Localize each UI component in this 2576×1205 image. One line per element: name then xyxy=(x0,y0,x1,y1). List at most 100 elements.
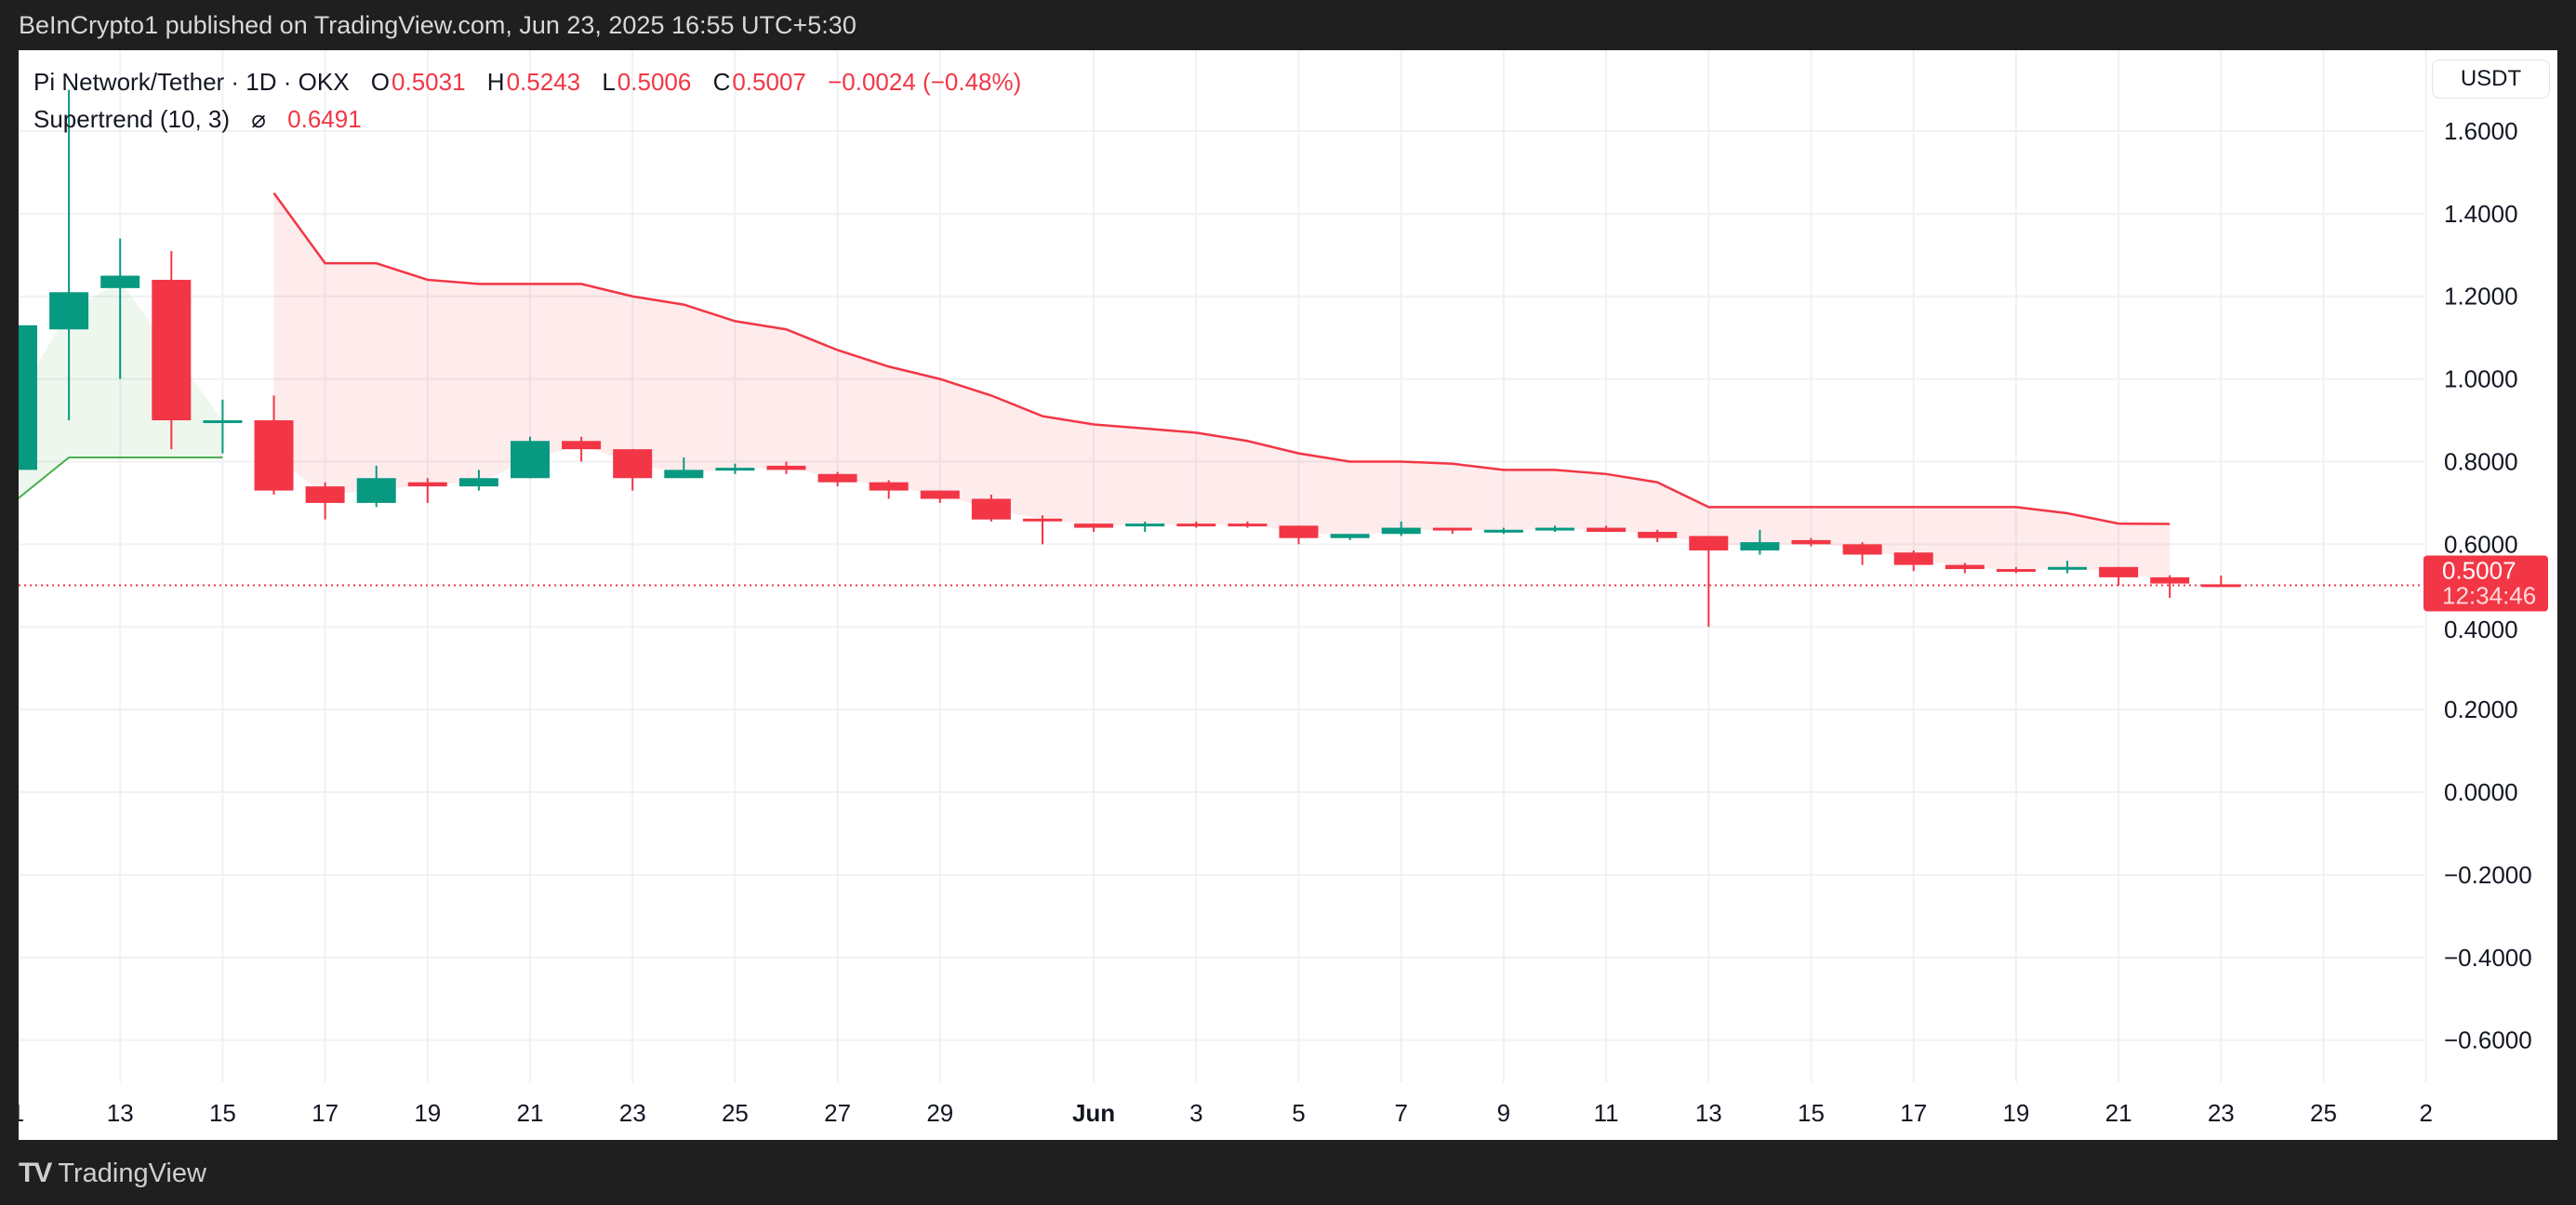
close-value: 0.5007 xyxy=(732,68,806,96)
candle-body[interactable] xyxy=(1330,534,1370,538)
candle-body[interactable] xyxy=(1842,544,1882,555)
x-tick-label: 21 xyxy=(517,1099,544,1127)
low-label: L xyxy=(602,68,616,96)
candle-body[interactable] xyxy=(254,420,294,491)
candle-body[interactable] xyxy=(305,486,345,503)
x-tick-label: 21 xyxy=(2105,1099,2132,1127)
candle-body[interactable] xyxy=(458,478,498,487)
y-tick-label: 0.0000 xyxy=(2444,778,2518,806)
indicator-value: 0.6491 xyxy=(287,105,362,133)
y-tick-label: −0.2000 xyxy=(2444,861,2532,889)
candle-body[interactable] xyxy=(1432,527,1472,531)
y-tick-label: 0.4000 xyxy=(2444,616,2518,643)
x-tick-label: 17 xyxy=(312,1099,339,1127)
candle-body[interactable] xyxy=(1893,552,1933,565)
close-label: C xyxy=(712,68,731,96)
hidden-eye-icon[interactable]: ⌀ xyxy=(251,105,266,133)
candle-body[interactable] xyxy=(1023,518,1062,522)
tradingview-logo-icon: TV xyxy=(19,1158,52,1188)
x-tick-label: 1 xyxy=(19,1099,24,1127)
candle-body[interactable] xyxy=(203,420,243,424)
open-label: O xyxy=(370,68,391,96)
candle-body[interactable] xyxy=(971,498,1011,520)
last-price-label: 0.5007 xyxy=(2442,556,2516,584)
currency-button[interactable]: USDT xyxy=(2432,60,2550,99)
candle-body[interactable] xyxy=(715,468,755,471)
candle-body[interactable] xyxy=(2201,584,2241,588)
candle-body[interactable] xyxy=(2099,566,2139,577)
y-tick-label: 0.2000 xyxy=(2444,695,2518,723)
x-tick-label: 23 xyxy=(2208,1099,2235,1127)
candle-body[interactable] xyxy=(1074,523,1114,528)
open-value: 0.5031 xyxy=(392,68,466,96)
candle-body[interactable] xyxy=(1176,523,1216,527)
x-tick-label: 7 xyxy=(1394,1099,1407,1127)
candle-body[interactable] xyxy=(19,324,37,470)
x-tick-label: 5 xyxy=(1292,1099,1305,1127)
symbol-title[interactable]: Pi Network/Tether · 1D · OKX xyxy=(33,68,350,96)
chart-panel[interactable]: 1.6000 1.4000 1.2000 1.0000 0.8000 0.6000 0.40… xyxy=(19,50,2557,1140)
x-tick-label: 15 xyxy=(1798,1099,1825,1127)
candle-body[interactable] xyxy=(407,482,447,487)
high-label: H xyxy=(486,68,505,96)
candle-body[interactable] xyxy=(1740,542,1780,551)
candle-body[interactable] xyxy=(1279,525,1319,538)
x-tick-label: 25 xyxy=(2310,1099,2337,1127)
candle-body[interactable] xyxy=(1587,527,1627,533)
y-tick-label: −0.6000 xyxy=(2444,1026,2532,1054)
candle-body[interactable] xyxy=(1638,532,1678,538)
y-tick-label: 0.8000 xyxy=(2444,447,2518,475)
chart-legend: Pi Network/Tether · 1D · OKX O0.5031 H0.… xyxy=(33,63,1023,138)
x-tick-label: 17 xyxy=(1900,1099,1927,1127)
candle-body[interactable] xyxy=(1125,523,1165,527)
x-tick-label: 19 xyxy=(2002,1099,2029,1127)
candle-body[interactable] xyxy=(562,441,602,450)
x-tick-label: 13 xyxy=(1695,1099,1722,1127)
supertrend-down-fill xyxy=(273,192,2171,581)
candle-body[interactable] xyxy=(766,465,806,470)
candle-body[interactable] xyxy=(2048,566,2087,570)
indicator-legend-row: Supertrend (10, 3) ⌀ 0.6491 xyxy=(33,100,1023,138)
candle-body[interactable] xyxy=(1791,539,1831,545)
high-value: 0.5243 xyxy=(506,68,581,96)
candle-body[interactable] xyxy=(511,441,550,479)
x-tick-label: 25 xyxy=(722,1099,749,1127)
symbol-legend-row: Pi Network/Tether · 1D · OKX O0.5031 H0.… xyxy=(33,63,1023,100)
y-tick-label: 1.2000 xyxy=(2444,283,2518,311)
y-tick-label: 0.6000 xyxy=(2444,530,2518,558)
last-price-badge xyxy=(2423,555,2548,612)
candle-body[interactable] xyxy=(1483,529,1523,533)
candle-body[interactable] xyxy=(1996,569,2036,573)
candle-body[interactable] xyxy=(2150,576,2190,584)
x-tick-label: 9 xyxy=(1497,1099,1510,1127)
x-tick-label: 3 xyxy=(1189,1099,1202,1127)
candle-body[interactable] xyxy=(1228,523,1268,527)
candlestick-chart[interactable]: 1.6000 1.4000 1.2000 1.0000 0.8000 0.6000 0.40… xyxy=(19,50,2557,1140)
x-tick-label: 19 xyxy=(414,1099,441,1127)
candle-body[interactable] xyxy=(1381,527,1421,535)
indicator-name[interactable]: Supertrend (10, 3) xyxy=(33,105,231,133)
y-tick-label: 1.6000 xyxy=(2444,117,2518,145)
x-tick-label: 15 xyxy=(209,1099,236,1127)
candle-body[interactable] xyxy=(920,490,960,499)
y-tick-label: −0.4000 xyxy=(2444,944,2532,972)
brand-name: TradingView xyxy=(58,1158,206,1188)
x-tick-label: Jun xyxy=(1072,1099,1115,1127)
candle-body[interactable] xyxy=(1535,527,1574,531)
x-tick-label: 2 xyxy=(2419,1099,2432,1127)
low-value: 0.5006 xyxy=(617,68,692,96)
change-value: −0.0024 (−0.48%) xyxy=(828,68,1022,96)
x-tick-label: 13 xyxy=(107,1099,134,1127)
candle-body[interactable] xyxy=(49,292,89,330)
candle-body[interactable] xyxy=(152,279,192,421)
candle-body[interactable] xyxy=(613,449,653,479)
candle-body[interactable] xyxy=(817,473,857,483)
candle-body[interactable] xyxy=(356,478,396,503)
x-tick-label: 29 xyxy=(926,1099,953,1127)
candle-body[interactable] xyxy=(664,470,704,479)
supertrend-up-line xyxy=(19,457,223,499)
candle-body[interactable] xyxy=(100,275,140,288)
candle-body[interactable] xyxy=(1689,536,1729,551)
candle-body[interactable] xyxy=(1945,564,1985,570)
candle-body[interactable] xyxy=(869,482,909,491)
